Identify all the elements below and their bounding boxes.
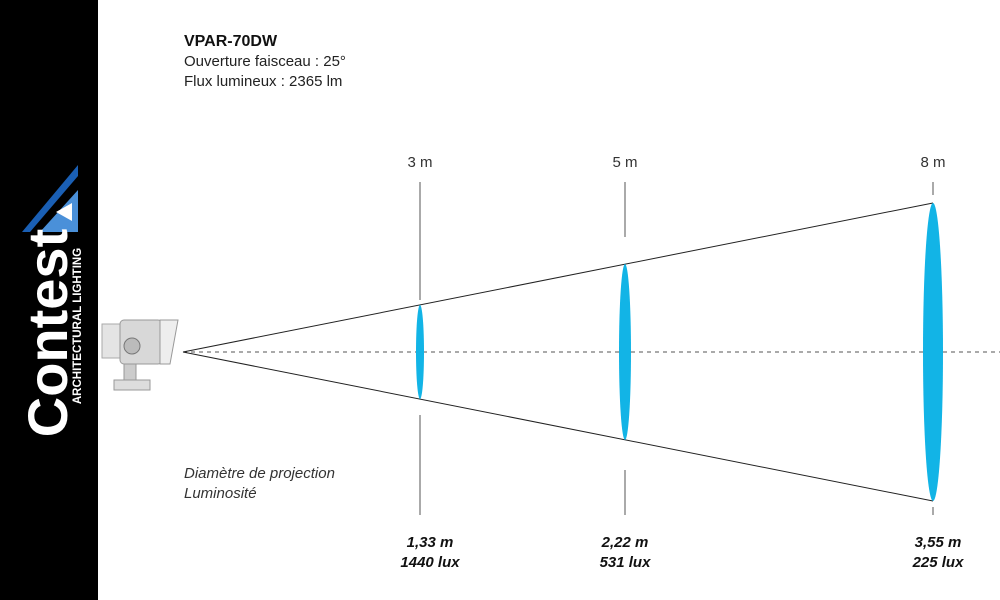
- distance-label: 5 m: [612, 154, 637, 171]
- spec-line: Ouverture faisceau : 25°: [184, 53, 346, 70]
- logo-mark: [56, 203, 72, 221]
- beam-spot: [619, 264, 631, 440]
- beam-spot: [923, 203, 943, 501]
- legend-item: Diamètre de projection: [184, 465, 335, 482]
- logo-tagline: ARCHITECTURAL LIGHTING: [72, 248, 84, 404]
- distance-label: 3 m: [407, 154, 432, 171]
- legend-item: Luminosité: [184, 485, 257, 502]
- diameter-label: 3,55 m: [915, 534, 962, 551]
- distance-label: 8 m: [920, 154, 945, 171]
- spec-line: Flux lumineux : 2365 lm: [184, 73, 342, 90]
- sidebar: [0, 0, 98, 600]
- logo-mark: [22, 165, 78, 232]
- fixture: [101, 319, 179, 391]
- illuminance-label: 531 lux: [600, 554, 652, 571]
- illuminance-label: 1440 lux: [400, 554, 460, 571]
- illuminance-label: 225 lux: [912, 554, 965, 571]
- beam-edge: [182, 351, 934, 502]
- beam-spot: [416, 305, 424, 399]
- logo-name: Contest: [16, 229, 79, 437]
- beam-edge: [182, 202, 934, 353]
- diameter-label: 2,22 m: [601, 534, 649, 551]
- diameter-label: 1,33 m: [407, 534, 454, 551]
- logo-registered: ®: [35, 235, 46, 243]
- title: VPAR-70DW: [184, 33, 278, 50]
